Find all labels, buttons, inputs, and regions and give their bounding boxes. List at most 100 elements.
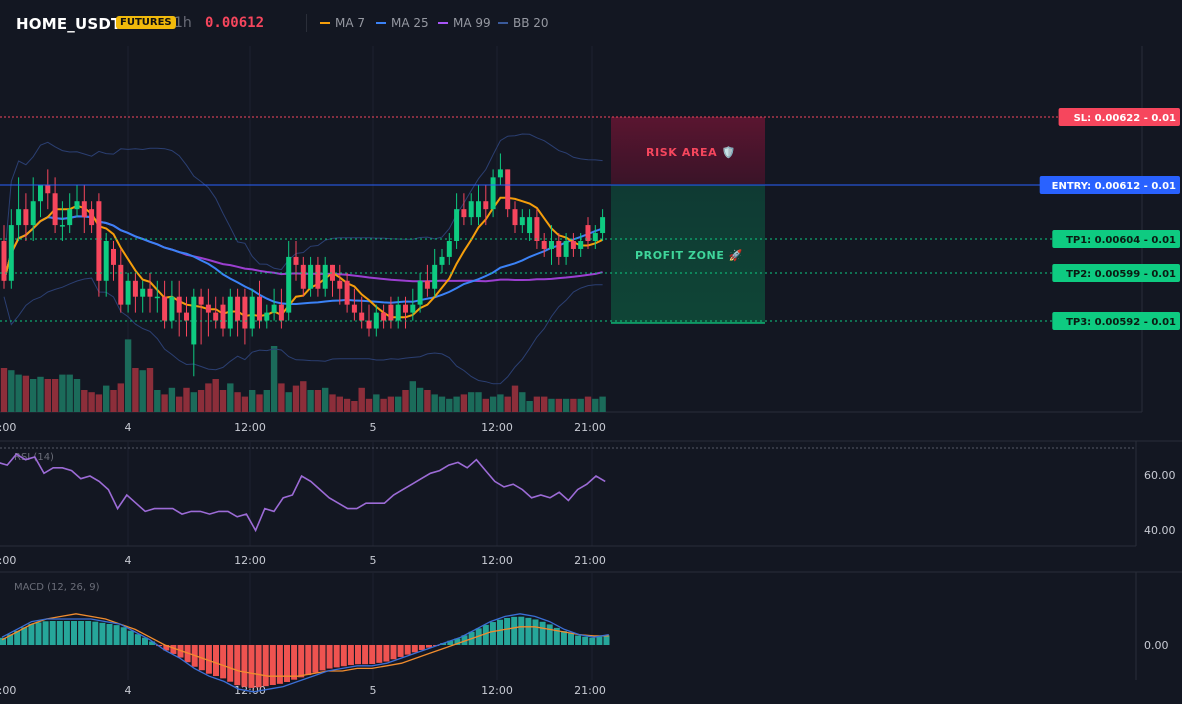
legend-ma7[interactable]: MA 7 [320, 16, 365, 30]
macd-histogram-bar [347, 645, 354, 666]
candle-body [505, 169, 511, 210]
macd-histogram-bar [560, 631, 567, 645]
legend-ma25[interactable]: MA 25 [376, 16, 429, 30]
candle-body [220, 304, 226, 329]
candle-body [8, 225, 14, 281]
macd-histogram-bar [298, 645, 305, 678]
volume-bar [519, 392, 526, 412]
macd-histogram-bar [248, 645, 255, 688]
candle-body [600, 217, 606, 234]
level-tag [1052, 264, 1180, 282]
volume-bar [577, 398, 584, 412]
macd-histogram-bar [49, 621, 56, 645]
macd-histogram-bar [362, 645, 369, 665]
macd-histogram-bar [525, 617, 532, 645]
volume-bar [460, 394, 468, 412]
level-tag [1058, 108, 1180, 126]
header-divider [306, 14, 307, 32]
macd-histogram-bar [603, 635, 610, 645]
volume-bar [168, 387, 176, 412]
volume-bar [241, 396, 249, 412]
volume-bar [482, 398, 489, 412]
volume-bar [8, 370, 15, 412]
candle-body [147, 288, 153, 297]
macd-histogram-bar [497, 619, 503, 645]
candle-body [315, 264, 321, 289]
legend-ma99[interactable]: MA 99 [438, 16, 491, 30]
volume-bar [562, 398, 570, 412]
volume-bar [190, 392, 197, 412]
candle-body [585, 225, 591, 241]
macd-histogram-bar [539, 621, 546, 645]
candle-body [381, 312, 387, 321]
macd-histogram-bar [284, 645, 290, 682]
macd-histogram-bar [411, 645, 418, 653]
main-time-tick: 2:00 [0, 421, 16, 434]
level-tag-text: SL: 0.00622 - 0.01 [1074, 113, 1176, 124]
volume-bar [81, 390, 88, 412]
candle-body [578, 241, 584, 249]
candle-body [96, 201, 102, 281]
candle-body [468, 201, 474, 218]
volume-bar [555, 398, 562, 412]
volume-bar [570, 398, 577, 412]
candle-body [286, 256, 292, 313]
volume-bar [409, 381, 416, 412]
macd-histogram-bar [234, 645, 241, 686]
macd-histogram-bar [99, 622, 106, 645]
macd-histogram-bar [454, 638, 461, 645]
candle-body [81, 201, 87, 218]
candle-body [235, 296, 241, 321]
candle-body [140, 288, 146, 297]
volume-bar [22, 375, 30, 412]
candle-body [118, 264, 124, 305]
timeframe-selector[interactable]: 1h [174, 15, 192, 31]
volume-bar [124, 339, 132, 412]
main-time-tick: 4 [125, 421, 132, 434]
level-tag-text: TP2: 0.00599 - 0.01 [1066, 269, 1176, 280]
candle-body [67, 209, 73, 226]
trade-levels: SL: 0.00622 - 0.01 ENTRY: 0.00612 - 0.01 T… [0, 108, 1180, 330]
volume-bar [329, 394, 336, 412]
rsi-time-tick: 12:00 [481, 554, 513, 567]
bb20-swatch [498, 22, 508, 24]
volume-bar [51, 379, 59, 412]
macd-histogram-bar [397, 645, 404, 657]
macd-histogram-bar [376, 645, 383, 663]
volume-bar [30, 379, 37, 412]
legend-ma7-label: MA 7 [335, 16, 366, 30]
macd-histogram-bar [355, 645, 361, 665]
bollinger-bands [3, 133, 603, 385]
candle-body [271, 304, 277, 313]
candle-body [534, 217, 540, 241]
volume-bar [154, 390, 161, 412]
symbol-name[interactable]: HOME_USDT [16, 15, 122, 33]
legend-bb20[interactable]: BB 20 [498, 16, 549, 30]
volume-bar [533, 396, 541, 412]
ma25-line [3, 215, 603, 305]
volume-bar [475, 392, 482, 412]
candle-body [278, 304, 284, 321]
candle-body [213, 312, 219, 321]
macd-histogram-bar [291, 645, 298, 680]
volume-bar [95, 394, 103, 412]
macd-histogram-bar [312, 645, 319, 673]
volume-bar [227, 383, 234, 412]
volume-bar [358, 387, 365, 412]
volume-bar [205, 383, 212, 412]
candle-body [519, 217, 525, 226]
macd-histogram-bar [255, 645, 262, 688]
candle-body [132, 280, 138, 297]
macd-histogram-bar [142, 637, 148, 645]
volume-bar [110, 390, 117, 412]
macd-histogram-bar [319, 645, 326, 671]
macd-histogram-bar [78, 621, 85, 645]
level-tag [1052, 230, 1180, 248]
candle-body [344, 280, 350, 305]
volume-bar [59, 374, 66, 412]
macd-histogram-bar [220, 645, 227, 679]
macd-histogram-bar [511, 616, 518, 645]
candle-body [227, 296, 233, 329]
candle-body [249, 296, 255, 329]
